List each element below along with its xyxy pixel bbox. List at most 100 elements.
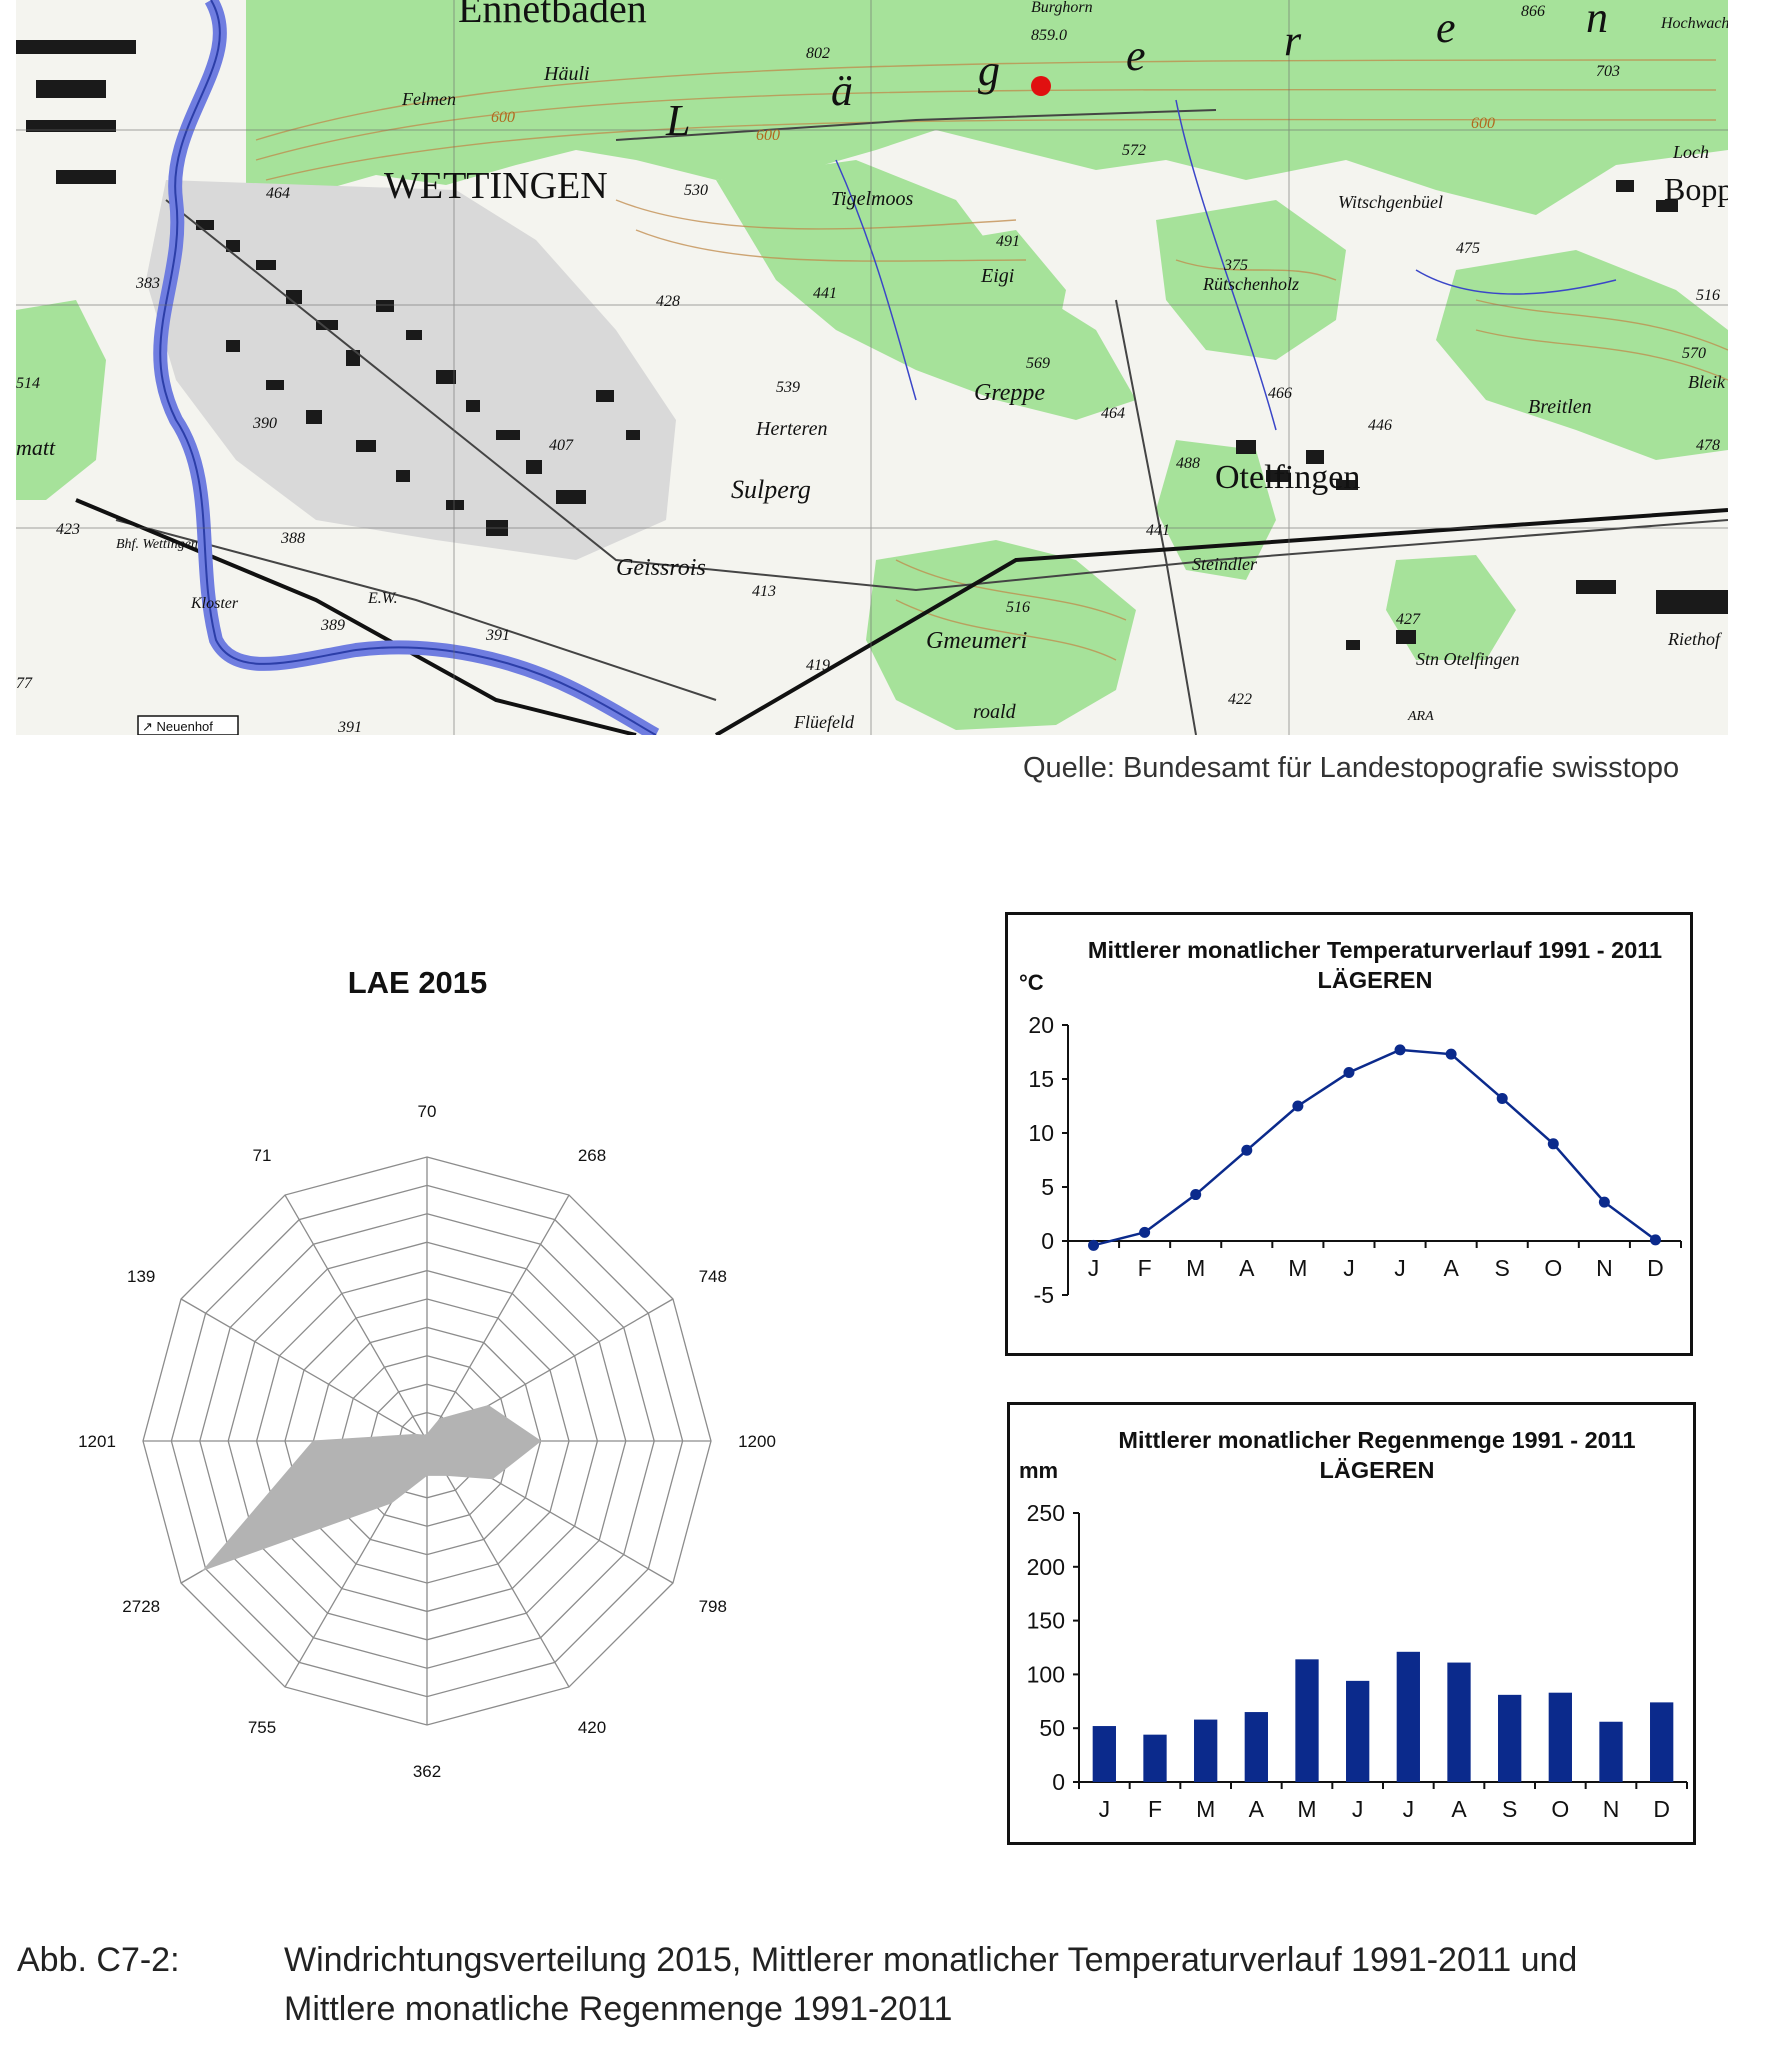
height-label: 390 xyxy=(252,415,277,432)
height-label: 539 xyxy=(776,379,800,396)
map-source-credit: Quelle: Bundesamt für Landestopografie s… xyxy=(1023,752,1680,784)
map-label-flueefeld: Flüefeld xyxy=(793,712,855,732)
map-label-neuenhof: ↗ Neuenhof xyxy=(142,719,213,734)
map-label-burghorn: Burghorn xyxy=(1031,0,1093,16)
rain-bar xyxy=(1599,1721,1623,1782)
map-label-laegern-4: e xyxy=(1126,31,1146,80)
temperature-x-tick-label: J xyxy=(1343,1255,1355,1281)
radar-axis-label: 70 xyxy=(418,1102,437,1121)
rain-x-tick-label: J xyxy=(1099,1796,1111,1822)
rain-x-tick-label: A xyxy=(1451,1796,1467,1822)
temperature-chart-subtitle: LÄGEREN xyxy=(1317,967,1433,993)
map-label-sulperg: Sulperg xyxy=(731,475,811,504)
radar-axis-label: 2728 xyxy=(122,1597,160,1616)
rain-x-tick-label: M xyxy=(1297,1796,1316,1822)
rain-bar xyxy=(1143,1734,1167,1782)
rain-bar xyxy=(1548,1692,1572,1782)
rain-y-tick-label: 100 xyxy=(1027,1661,1065,1687)
map-label-laegern-3: g xyxy=(978,46,1000,95)
temperature-unit-label: °C xyxy=(1019,970,1044,995)
rain-unit-label: mm xyxy=(1019,1458,1058,1483)
map-label-matt: matt xyxy=(16,435,56,460)
map-label-laegern-1: L xyxy=(665,96,690,145)
temperature-y-tick-label: 20 xyxy=(1028,1012,1054,1038)
temperature-line-chart: °C 20 15 10 5 0 -5 J F M A M J J A S O N D xyxy=(1019,970,1682,1308)
map-label-geissrois: Geissrois xyxy=(616,555,706,581)
radar-spoke xyxy=(180,1298,428,1442)
height-label: 388 xyxy=(280,530,305,547)
forest-area xyxy=(1436,250,1728,460)
rain-bar xyxy=(1346,1680,1370,1782)
rain-x-tick-label: O xyxy=(1551,1796,1569,1822)
temperature-x-tick-label: F xyxy=(1138,1255,1152,1281)
map-label-eigi: Eigi xyxy=(980,265,1014,287)
figure-caption-line-2: Mittlere monatliche Regenmenge 1991-2011 xyxy=(284,1990,953,2028)
height-label: 464 xyxy=(1101,405,1125,422)
radar-axis-label: 798 xyxy=(699,1597,727,1616)
map-label-bhf-wettingen: Bhf. Wettingen xyxy=(116,537,198,552)
temperature-y-tick-label: 15 xyxy=(1028,1066,1054,1092)
map-label-hochwacht: Hochwacht xyxy=(1660,15,1728,32)
rain-bar xyxy=(1650,1702,1674,1782)
height-label: 391 xyxy=(485,627,510,644)
temperature-data-point xyxy=(1394,1044,1406,1056)
temperature-data-point xyxy=(1139,1226,1151,1238)
temperature-x-tick-label: N xyxy=(1596,1255,1613,1281)
map-label-ew: E.W. xyxy=(367,590,398,607)
rain-y-tick-label: 200 xyxy=(1027,1554,1065,1580)
map-label-kloster: Kloster xyxy=(190,595,239,612)
map-label-breitlen: Breitlen xyxy=(1528,396,1592,418)
temperature-data-point xyxy=(1649,1234,1661,1246)
rain-x-tick-label: A xyxy=(1249,1796,1265,1822)
map-label-loch: Loch xyxy=(1672,142,1709,162)
temperature-data-point xyxy=(1088,1239,1100,1251)
height-label: 77 xyxy=(16,675,33,692)
rain-x-tick-label: M xyxy=(1196,1796,1215,1822)
height-label: 516 xyxy=(1006,599,1030,616)
rain-x-tick-label: S xyxy=(1502,1796,1517,1822)
height-label: 428 xyxy=(656,293,680,310)
temperature-x-tick-label: S xyxy=(1495,1255,1510,1281)
height-label: 423 xyxy=(56,521,80,538)
rain-bar xyxy=(1447,1662,1471,1782)
forest-area xyxy=(1386,555,1516,660)
map-label-ara: ARA xyxy=(1407,709,1434,724)
height-label: 475 xyxy=(1456,240,1480,257)
map-label-herteren: Herteren xyxy=(755,418,827,440)
map-label-riethof: Riethof xyxy=(1667,629,1723,649)
temperature-data-point xyxy=(1496,1092,1508,1104)
radar-chart-title: LAE 2015 xyxy=(347,965,488,1000)
rain-y-tick-label: 150 xyxy=(1027,1608,1065,1634)
rain-bar xyxy=(1092,1726,1116,1782)
map-label-greppe: Greppe xyxy=(974,380,1045,406)
height-label: 530 xyxy=(684,182,708,199)
rain-bar xyxy=(1244,1712,1268,1782)
rain-chart-title: Mittlerer monatlicher Regenmenge 1991 - … xyxy=(1024,1425,1730,1485)
temperature-x-tick-label: A xyxy=(1239,1255,1255,1281)
height-label: 383 xyxy=(135,275,160,292)
map-label-laegern-5: r xyxy=(1284,16,1302,65)
temperature-x-tick-label: O xyxy=(1544,1255,1562,1281)
radar-axis-label: 71 xyxy=(253,1146,272,1165)
map-label-ennetbaden: Ennetbaden xyxy=(458,0,647,31)
rain-bar-chart: mm 250 200 150 100 50 0 J F M A M J J A S O N D xyxy=(1019,1458,1688,1822)
radar-spoke xyxy=(426,1194,570,1442)
radar-axis-label: 362 xyxy=(413,1762,441,1781)
height-label: 491 xyxy=(996,233,1020,250)
temperature-data-point xyxy=(1547,1138,1559,1150)
radar-axis-label: 755 xyxy=(248,1718,276,1737)
height-label: 572 xyxy=(1122,142,1146,159)
height-label: 441 xyxy=(813,285,837,302)
figure-caption-label: Abb. C7-2: xyxy=(17,1941,180,1979)
height-label: 427 xyxy=(1396,611,1421,628)
map-label-wettingen: WETTINGEN xyxy=(384,165,608,207)
map-label-tigelmoos: Tigelmoos xyxy=(831,188,913,210)
temperature-y-tick-label: -5 xyxy=(1034,1282,1054,1308)
rain-bar xyxy=(1396,1651,1420,1782)
station-marker xyxy=(1031,76,1051,96)
map-label-laegern-7: n xyxy=(1586,0,1608,42)
map-label-bleik: Bleik xyxy=(1688,372,1726,392)
radar-data-area xyxy=(201,1405,542,1572)
temperature-y-tick-label: 0 xyxy=(1041,1228,1054,1254)
map-label-ruetschenholz: Rütschenholz xyxy=(1202,274,1299,294)
